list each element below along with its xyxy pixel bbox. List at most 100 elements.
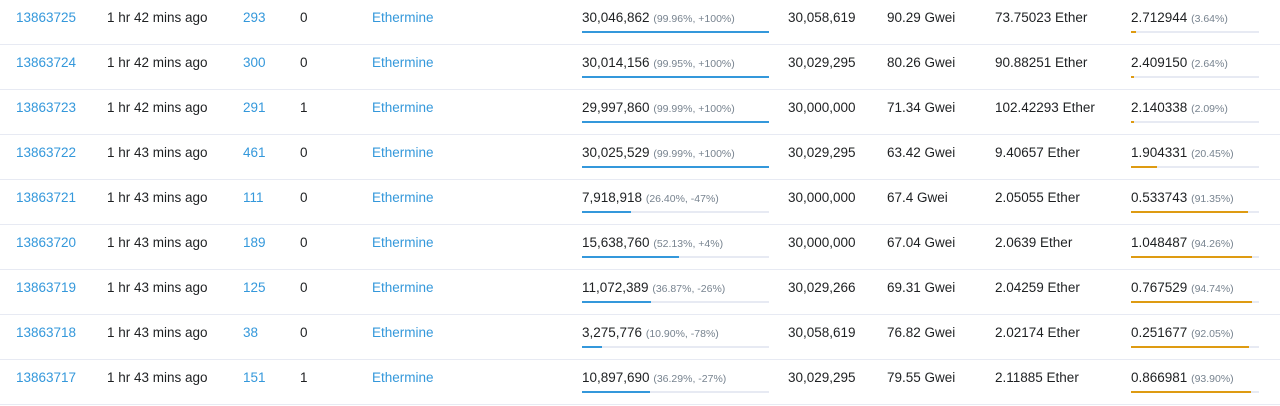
burnt-fees-detail: (3.64%): [1191, 13, 1228, 25]
block-number-link[interactable]: 13863721: [16, 190, 77, 205]
block-number-link[interactable]: 13863717: [16, 370, 77, 385]
miner-link[interactable]: Ethermine: [372, 280, 434, 295]
burnt-fees-detail: (20.45%): [1191, 148, 1234, 160]
gas-used-bar: [582, 346, 769, 348]
block-age: 1 hr 42 mins ago: [107, 100, 208, 115]
txn-count-link[interactable]: 461: [243, 145, 266, 160]
miner-link[interactable]: Ethermine: [372, 10, 434, 25]
gas-used-detail: (99.96%, +100%): [653, 13, 735, 25]
block-number-link[interactable]: 13863719: [16, 280, 77, 295]
uncle-count: 0: [300, 280, 308, 295]
table-row: 13863720 1 hr 43 mins ago 189 0 Ethermin…: [0, 225, 1280, 270]
miner-link[interactable]: Ethermine: [372, 235, 434, 250]
block-reward: 73.75023 Ether: [995, 10, 1088, 25]
gas-used: 11,072,389 (36.87%, -26%): [582, 280, 726, 295]
burnt-fees: 1.048487 (94.26%): [1131, 235, 1234, 250]
block-reward: 2.02174 Ether: [995, 325, 1080, 340]
gas-used-detail: (99.99%, +100%): [653, 103, 735, 115]
base-fee: 90.29 Gwei: [887, 10, 956, 25]
burnt-fees: 0.767529 (94.74%): [1131, 280, 1234, 295]
gas-limit: 30,029,295: [788, 370, 856, 385]
miner-link[interactable]: Ethermine: [372, 145, 434, 160]
miner-link[interactable]: Ethermine: [372, 55, 434, 70]
txn-count-link[interactable]: 293: [243, 10, 266, 25]
block-age: 1 hr 43 mins ago: [107, 190, 208, 205]
txn-count-link[interactable]: 189: [243, 235, 266, 250]
txn-count-link[interactable]: 125: [243, 280, 266, 295]
uncle-count: 0: [300, 145, 308, 160]
txn-count-link[interactable]: 151: [243, 370, 266, 385]
burnt-fees-bar: [1131, 166, 1259, 168]
gas-used-bar: [582, 121, 769, 123]
block-age: 1 hr 42 mins ago: [107, 10, 208, 25]
gas-used-detail: (36.29%, -27%): [653, 373, 727, 385]
miner-link[interactable]: Ethermine: [372, 370, 434, 385]
burnt-fees-bar: [1131, 391, 1259, 393]
gas-used-detail: (36.87%, -26%): [652, 283, 726, 295]
base-fee: 63.42 Gwei: [887, 145, 956, 160]
block-number-link[interactable]: 13863723: [16, 100, 77, 115]
base-fee: 79.55 Gwei: [887, 370, 956, 385]
table-row: 13863723 1 hr 42 mins ago 291 1 Ethermin…: [0, 90, 1280, 135]
block-number-link[interactable]: 13863720: [16, 235, 77, 250]
gas-used-detail: (10.90%, -78%): [645, 328, 719, 340]
burnt-fees: 2.409150 (2.64%): [1131, 55, 1228, 70]
burnt-fees-detail: (2.09%): [1191, 103, 1228, 115]
miner-link[interactable]: Ethermine: [372, 190, 434, 205]
block-number-link[interactable]: 13863718: [16, 325, 77, 340]
base-fee: 67.4 Gwei: [887, 190, 948, 205]
gas-used-bar: [582, 211, 769, 213]
gas-used: 10,897,690 (36.29%, -27%): [582, 370, 727, 385]
burnt-fees: 0.251677 (92.05%): [1131, 325, 1234, 340]
uncle-count: 0: [300, 235, 308, 250]
block-number-link[interactable]: 13863725: [16, 10, 77, 25]
txn-count-link[interactable]: 291: [243, 100, 266, 115]
block-number-link[interactable]: 13863724: [16, 55, 77, 70]
gas-used-detail: (99.99%, +100%): [653, 148, 735, 160]
base-fee: 67.04 Gwei: [887, 235, 956, 250]
miner-link[interactable]: Ethermine: [372, 100, 434, 115]
block-age: 1 hr 43 mins ago: [107, 235, 208, 250]
table-row: 13863717 1 hr 43 mins ago 151 1 Ethermin…: [0, 360, 1280, 405]
gas-limit: 30,029,295: [788, 55, 856, 70]
gas-used-detail: (26.40%, -47%): [645, 193, 719, 205]
burnt-fees-bar: [1131, 121, 1259, 123]
uncle-count: 1: [300, 100, 308, 115]
txn-count-link[interactable]: 300: [243, 55, 266, 70]
block-reward: 9.40657 Ether: [995, 145, 1080, 160]
uncle-count: 1: [300, 370, 308, 385]
burnt-fees-detail: (93.90%): [1191, 373, 1234, 385]
burnt-fees-bar: [1131, 31, 1259, 33]
gas-used-bar: [582, 166, 769, 168]
uncle-count: 0: [300, 55, 308, 70]
txn-count-link[interactable]: 111: [243, 190, 264, 205]
txn-count-link[interactable]: 38: [243, 325, 259, 340]
gas-used-bar: [582, 256, 769, 258]
gas-used-bar: [582, 76, 769, 78]
table-row: 13863724 1 hr 42 mins ago 300 0 Ethermin…: [0, 45, 1280, 90]
block-reward: 90.88251 Ether: [995, 55, 1088, 70]
burnt-fees-detail: (91.35%): [1191, 193, 1234, 205]
block-age: 1 hr 43 mins ago: [107, 325, 208, 340]
burnt-fees-bar: [1131, 346, 1259, 348]
burnt-fees-detail: (92.05%): [1191, 328, 1234, 340]
burnt-fees: 0.866981 (93.90%): [1131, 370, 1234, 385]
gas-used-bar: [582, 31, 769, 33]
block-number-link[interactable]: 13863722: [16, 145, 77, 160]
table-row: 13863719 1 hr 43 mins ago 125 0 Ethermin…: [0, 270, 1280, 315]
miner-link[interactable]: Ethermine: [372, 325, 434, 340]
burnt-fees-detail: (2.64%): [1191, 58, 1228, 70]
table-row: 13863725 1 hr 42 mins ago 293 0 Ethermin…: [0, 0, 1280, 45]
gas-used: 3,275,776 (10.90%, -78%): [582, 325, 719, 340]
uncle-count: 0: [300, 190, 308, 205]
block-reward: 102.42293 Ether: [995, 100, 1095, 115]
burnt-fees-bar: [1131, 76, 1259, 78]
base-fee: 69.31 Gwei: [887, 280, 956, 295]
burnt-fees: 2.140338 (2.09%): [1131, 100, 1228, 115]
gas-limit: 30,000,000: [788, 190, 856, 205]
gas-used: 7,918,918 (26.40%, -47%): [582, 190, 719, 205]
uncle-count: 0: [300, 325, 308, 340]
block-age: 1 hr 43 mins ago: [107, 370, 208, 385]
block-age: 1 hr 42 mins ago: [107, 55, 208, 70]
gas-used: 29,997,860 (99.99%, +100%): [582, 100, 735, 115]
